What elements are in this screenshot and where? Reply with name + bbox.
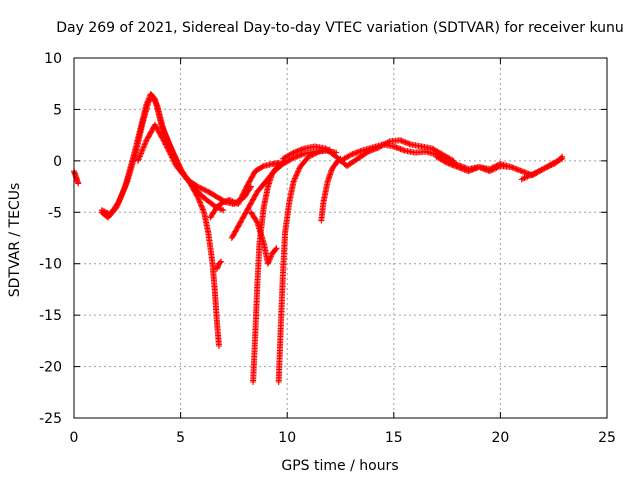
data-point: [544, 164, 551, 171]
y-tick-label: -5: [48, 205, 62, 221]
data-point: [559, 153, 566, 160]
data-point: [226, 196, 233, 203]
data-point: [215, 343, 222, 349]
data-point: [527, 172, 534, 179]
series-arc-o: [518, 153, 566, 183]
data-point: [290, 178, 297, 185]
x-tick-label: 5: [176, 430, 185, 446]
series-arc-e: [213, 258, 225, 272]
data-point: [194, 183, 201, 190]
data-point: [228, 235, 235, 241]
data-point: [160, 137, 167, 144]
series-arc-j: [275, 146, 333, 385]
chart-title: Day 269 of 2021, Sidereal Day-to-day VTE…: [56, 20, 624, 36]
data-point: [486, 168, 493, 175]
series-arc-c: [98, 94, 227, 218]
data-point: [220, 207, 227, 214]
data-point: [245, 204, 252, 211]
data-point: [98, 207, 105, 214]
data-point: [194, 193, 201, 200]
data-point: [273, 245, 280, 252]
data-point: [305, 153, 312, 160]
series-arc-f: [207, 159, 282, 221]
x-tick-label: 10: [278, 430, 296, 446]
y-axis-label: SDTVAR / TECUs: [7, 183, 23, 298]
y-tick-label: -15: [39, 308, 62, 324]
data-point: [518, 176, 525, 183]
x-tick-label: 25: [598, 430, 616, 446]
x-axis-label: GPS time / hours: [281, 458, 398, 474]
x-tick-label: 15: [385, 430, 403, 446]
y-tick-label: 5: [53, 102, 62, 118]
data-point: [149, 94, 156, 101]
data-points-layer: [71, 91, 566, 385]
data-point: [143, 137, 150, 144]
ticks-layer: 0 5 10 15 20 25 -25 -20 -15 -10 -5 0 5 10: [39, 51, 616, 446]
grid-layer: [74, 58, 607, 418]
x-tick-label: 20: [491, 430, 509, 446]
data-point: [237, 219, 244, 226]
series-arc-k: [318, 155, 344, 224]
data-point: [75, 180, 82, 187]
series-arc-i: [250, 157, 289, 385]
x-tick-label: 0: [70, 430, 79, 446]
y-tick-label: 10: [44, 51, 62, 67]
y-tick-label: 0: [53, 154, 62, 170]
series-arc-a: [71, 168, 82, 187]
data-point: [218, 258, 225, 265]
data-point: [235, 201, 242, 208]
data-point: [243, 183, 250, 190]
data-point: [152, 121, 159, 128]
y-tick-label: -20: [39, 360, 62, 376]
y-tick-label: -10: [39, 257, 62, 273]
y-tick-label: -25: [39, 411, 62, 427]
plot-frame: [73, 57, 608, 419]
series-arc-d: [134, 121, 254, 208]
data-point: [535, 168, 542, 175]
